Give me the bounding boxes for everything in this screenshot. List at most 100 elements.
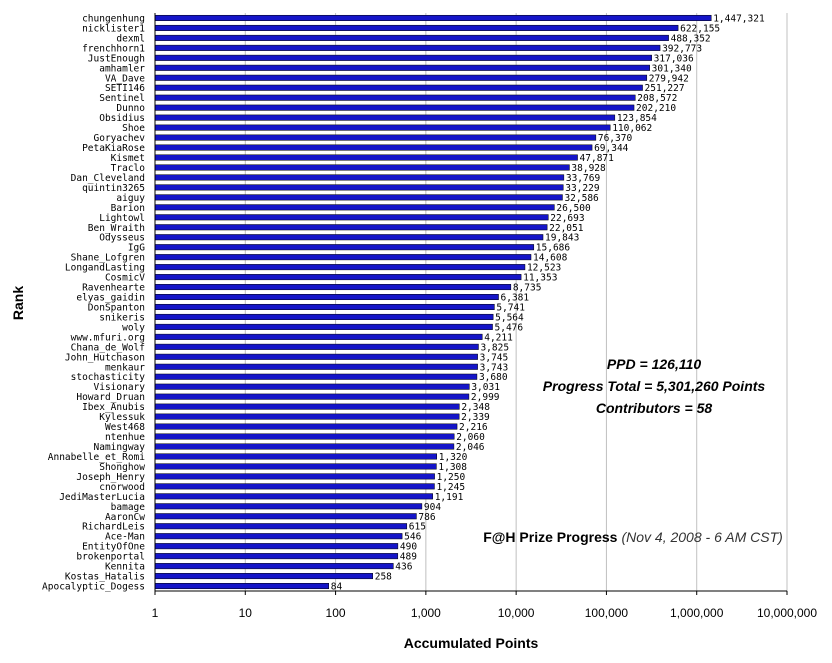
x-tick-label: 10,000,000 [757,606,817,620]
data-label: 5,476 [495,322,524,333]
data-label: 2,348 [461,402,490,413]
progress-total-annotation: Progress Total = 5,301,260 Points [543,378,766,394]
bar [154,134,597,141]
category-label: chungenhung [82,13,145,24]
bar [154,184,564,191]
bar [154,194,563,201]
category-label: elyas_gaidin [76,293,145,304]
bar [154,363,478,370]
bar [154,383,470,390]
y-axis-title: Rank [10,286,26,320]
chart-title: F@H Prize Progress (Nov 4, 2008 - 6 AM CS… [483,529,783,545]
data-label: 1,245 [436,482,465,493]
data-label: 202,210 [636,103,676,114]
bar [154,393,470,400]
bar [154,124,611,131]
bar [154,343,479,350]
bar [154,563,394,570]
data-label: 279,942 [649,73,689,84]
data-label: 436 [395,562,412,573]
category-label: Shonghow [99,462,145,473]
data-label: 2,216 [459,422,488,433]
category-label: JustEnough [88,53,145,64]
bar [154,144,593,151]
category-label: Ravenhearte [82,283,145,294]
category-label: frenchhorn1 [82,43,145,54]
category-label: DonSpanton [88,302,145,313]
data-label: 47,871 [580,153,615,164]
data-label: 15,686 [536,243,571,254]
bar [154,543,399,550]
data-label: 1,191 [435,492,464,503]
bar [154,313,494,320]
category-label: LongandLasting [65,263,145,274]
category-label: Ibex_Anubis [82,402,145,413]
data-label: 2,999 [471,392,500,403]
data-label: 32,586 [564,193,599,204]
data-label: 392,773 [662,43,702,54]
data-label: 11,353 [523,273,557,284]
x-tick-label: 1 [152,606,159,620]
data-label: 208,572 [637,93,677,104]
data-label: 22,051 [549,223,584,234]
bar [154,14,712,21]
category-label: SETI146 [105,83,145,94]
data-label: 546 [404,532,421,543]
category-label: JediMasterLucia [59,492,145,503]
data-label: 6,381 [501,293,530,304]
bar [154,204,555,211]
bar [154,333,483,340]
data-label: 4,211 [484,332,513,343]
bar [154,553,399,560]
data-label: 2,339 [461,412,490,423]
data-label: 12,523 [527,263,561,274]
category-label: Shane_Lofgren [71,253,145,264]
data-label: 22,693 [550,213,584,224]
category-label: Chana_de_Wolf [71,342,145,353]
bar [154,503,423,510]
category-label: cnorwood [99,482,145,493]
category-label: Obsidius [99,113,145,124]
data-label: 76,370 [598,133,633,144]
bar [154,423,458,430]
data-label: 2,046 [456,442,485,453]
data-label: 123,854 [617,113,657,124]
category-label: dexml [116,33,145,44]
bar [154,453,437,460]
category-label: Ben_Wraith [88,223,145,234]
data-label: 622,155 [680,23,720,34]
bar [154,323,493,330]
data-label: 3,031 [471,382,500,393]
category-label: nicklister1 [82,23,145,34]
bar [154,433,455,440]
category-label: Howard_Druan [76,392,145,403]
bar [154,54,652,61]
ppd-annotation: PPD = 126,110 [607,356,702,372]
x-axis-title: Accumulated Points [404,635,539,651]
bar [154,523,408,530]
data-label: 14,608 [533,253,568,264]
bar [154,234,544,241]
category-label: menkaur [105,362,145,373]
bar [154,154,578,161]
bar [154,463,437,470]
x-tick-label: 1,000 [411,606,441,620]
category-label: AaronCw [105,512,145,523]
category-label: PetaKiaRose [82,143,145,154]
bar [154,114,616,121]
data-label: 5,564 [495,312,524,323]
category-label: ntenhue [105,432,145,443]
bar [154,483,435,490]
category-label: snikeris [99,312,145,323]
data-label: 1,250 [437,472,466,483]
data-label: 317,036 [654,53,694,64]
bar [154,74,648,81]
bar [154,303,495,310]
data-label: 19,843 [545,233,579,244]
data-label: 3,745 [480,352,509,363]
bar [154,513,417,520]
data-label: 110,062 [612,123,652,134]
bar [154,64,650,71]
bar [154,264,526,271]
